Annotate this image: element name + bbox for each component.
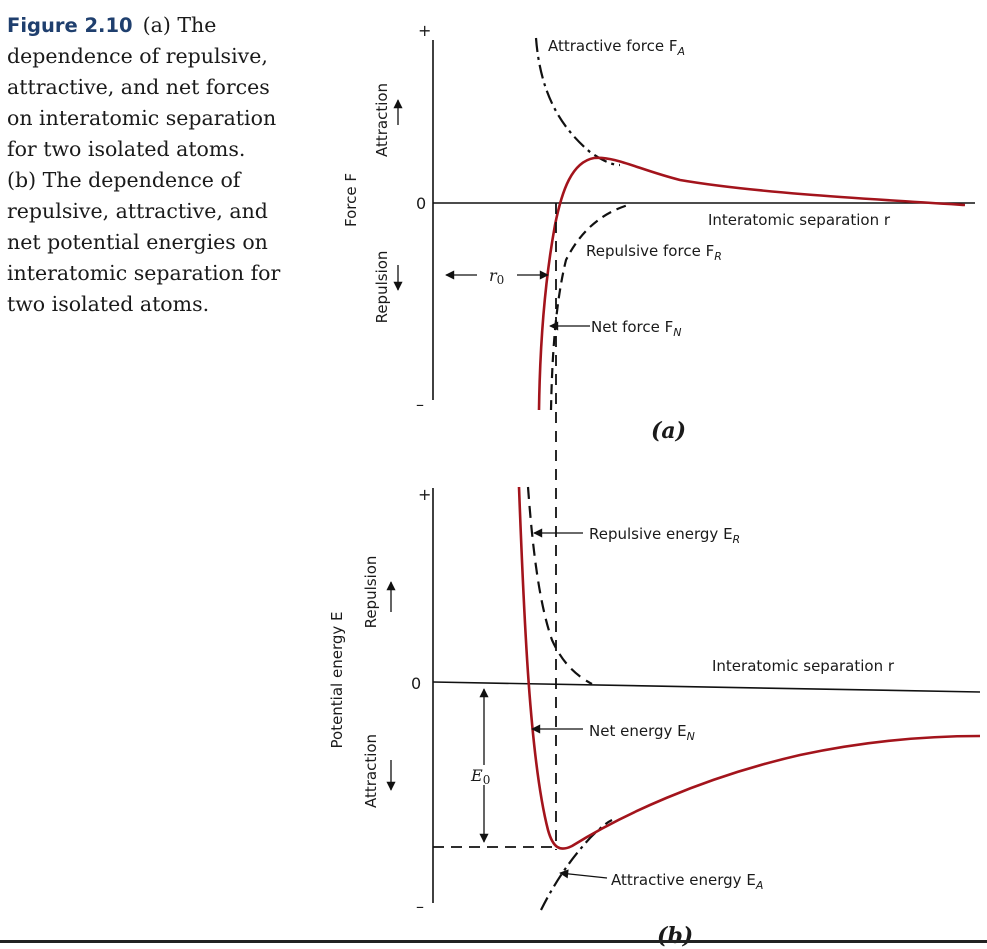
e0-label: E0 [470,766,490,787]
attractive-energy-pointer [559,869,608,879]
panel-b-repulsion-label: Repulsion [362,556,380,629]
panel-a-label: (a) [651,418,686,444]
repulsive-force-curve [549,203,629,411]
panel-a-repulsion-label: Repulsion [373,251,391,324]
attractive-energy-curve [540,819,613,911]
caption-line-3: on interatomic separation [7,106,277,130]
panel-a-attraction-label: Attraction [373,83,391,157]
caption-line-9: two isolated atoms. [7,292,210,316]
page-bottom-rule [0,940,987,943]
panel-b-x-axis-label: Interatomic separation r [712,657,895,675]
r0-symbol: r [489,266,498,285]
panel-b-tick-zero: 0 [411,674,421,693]
repulsive-force-sub: R [714,250,722,263]
r0-subscript: 0 [497,273,505,287]
net-force-sub: N [673,326,681,339]
net-force-text: Net force F [591,318,673,336]
attractive-force-text: Attractive force F [548,37,677,55]
panel-b-x-axis [432,681,981,693]
panel-a-tick-plus: + [418,21,431,40]
e0-subscript: 0 [483,773,491,787]
panel-a-tick-minus: – [416,395,424,414]
net-energy-sub: N [687,730,695,743]
e0-symbol: E [470,766,483,785]
repulsive-energy-sub: R [733,533,741,546]
attractive-force-curve [534,37,621,167]
panel-a-tick-zero: 0 [416,194,426,213]
repulsive-energy-curve [526,486,593,685]
caption-line-1: dependence of repulsive, [7,44,268,68]
panel-a-x-axis-label: Interatomic separation r [708,211,891,229]
caption-line-4: for two isolated atoms. [7,137,246,161]
panel-b-tick-minus: – [416,897,424,916]
panel-b-y-axis-title: Potential energy E [328,612,346,749]
attractive-force-sub: A [676,45,685,58]
attractive-energy-text: Attractive energy E [611,871,756,889]
caption-line-5: (b) The dependence of [7,168,241,192]
panel-b-tick-plus: + [418,485,431,504]
panel-a: + 0 – Force F Attraction Repulsion r0 At… [342,21,975,850]
caption-line-7: net potential energies on [7,230,268,254]
net-energy-text: Net energy E [589,722,687,740]
repulsive-energy-text: Repulsive energy E [589,525,733,543]
r0-label: r0 [489,266,504,287]
net-force-label: Net force FN [591,318,682,339]
attractive-energy-sub: A [755,879,764,892]
net-energy-label: Net energy EN [589,722,695,743]
panel-b-attraction-label: Attraction [362,734,380,808]
caption-line-6: repulsive, attractive, and [7,199,268,223]
panel-b: + 0 – Potential energy E Repulsion Attra… [328,485,981,949]
caption-line-0: (a) The [142,13,217,37]
caption-first-line: Figure 2.10 (a) The [7,10,297,41]
panel-b-label: (b) [657,923,693,949]
panel-a-y-axis-title: Force F [342,173,360,227]
repulsive-force-label: Repulsive force FR [586,242,722,263]
figure-caption: Figure 2.10 (a) The dependence of repulsi… [7,10,297,320]
caption-line-8: interatomic separation for [7,261,281,285]
figure-number: Figure 2.10 [7,14,133,37]
repulsive-force-text: Repulsive force F [586,242,714,260]
attractive-force-label: Attractive force FA [548,37,685,58]
net-force-curve [537,156,966,411]
net-energy-curve [517,486,981,850]
repulsive-energy-label: Repulsive energy ER [589,525,740,546]
panel-b-y-axis-label: Potential energy E [328,612,346,749]
caption-line-2: attractive, and net forces [7,75,270,99]
attractive-energy-label: Attractive energy EA [611,871,763,892]
panel-a-y-axis-label: Force F [342,173,360,227]
